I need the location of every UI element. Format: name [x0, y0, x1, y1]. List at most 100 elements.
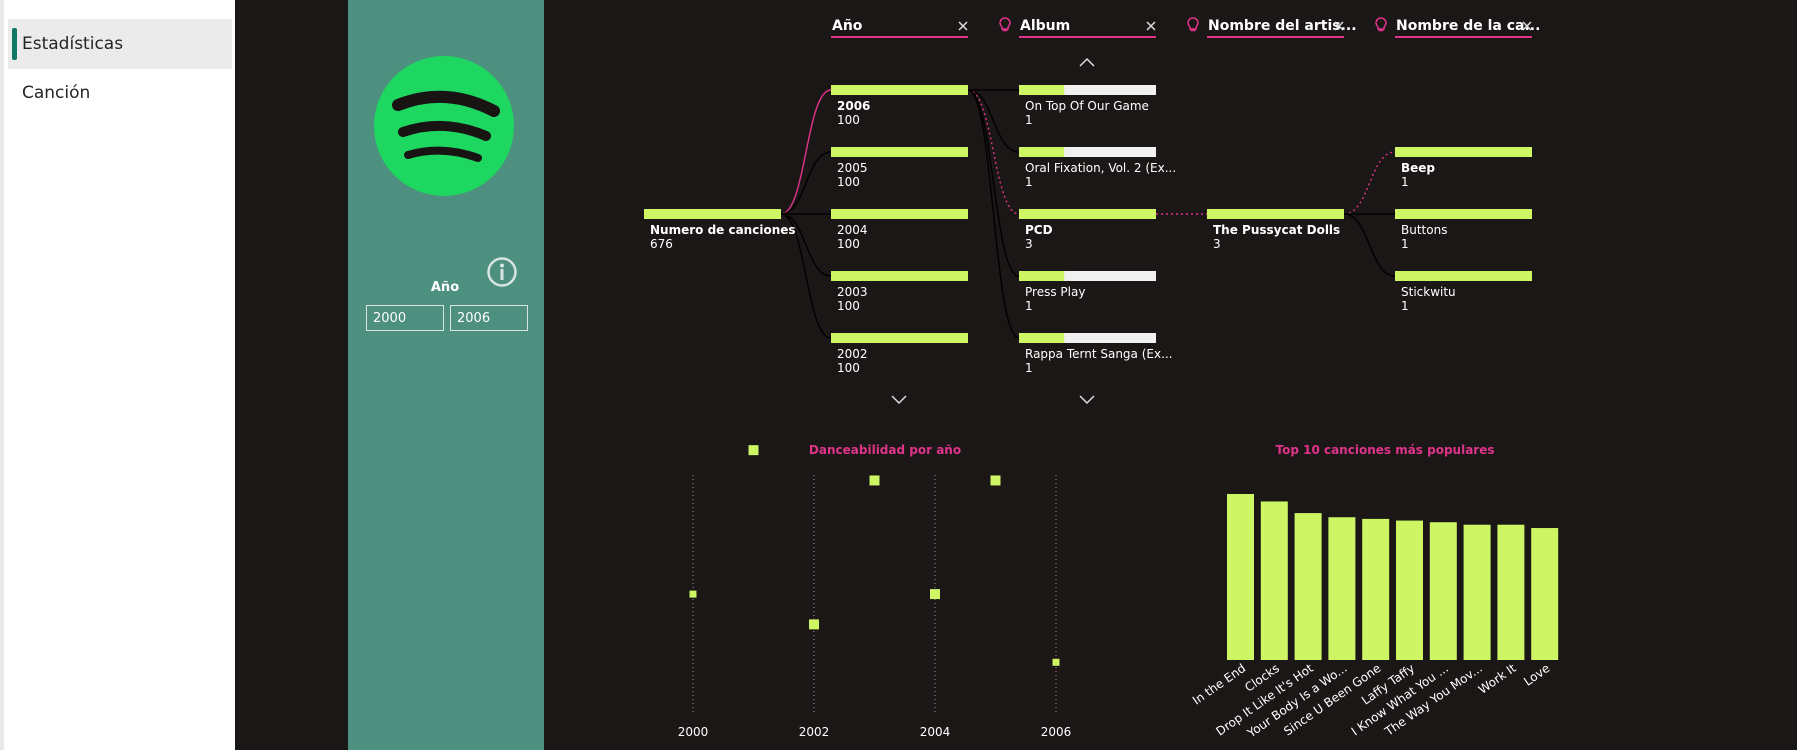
node-bar-fill — [1019, 209, 1156, 219]
spotify-logo — [374, 56, 514, 196]
bar-category-label: Love — [1521, 661, 1552, 689]
tree-header-label: Nombre del artis... — [1208, 18, 1357, 34]
tree-edge — [967, 89, 1020, 339]
tree-node-value: 1 — [1025, 299, 1033, 313]
tree-node-label[interactable]: 2005 — [837, 161, 868, 175]
close-icon[interactable] — [1334, 21, 1344, 31]
tree-edge — [780, 89, 832, 215]
scatter-point[interactable] — [869, 475, 880, 486]
chevron-down-icon[interactable] — [891, 395, 907, 405]
lightbulb-icon — [999, 17, 1011, 32]
close-icon[interactable] — [958, 21, 968, 31]
info-icon[interactable] — [486, 256, 518, 288]
tree-root-node-value: 676 — [650, 237, 673, 251]
tree-edge — [1343, 213, 1396, 277]
node-bar-fill — [831, 85, 968, 95]
nav-item-label: Canción — [22, 83, 91, 103]
tree-node-label[interactable]: Oral Fixation, Vol. 2 (Ex... — [1025, 161, 1176, 175]
node-bar-track — [1019, 333, 1156, 343]
close-icon[interactable] — [1146, 21, 1156, 31]
scatter-chart-title: Danceabilidad por año — [808, 443, 962, 457]
scatter-point[interactable] — [930, 589, 940, 600]
tree-root-node-label[interactable]: Numero de canciones — [650, 223, 796, 237]
nav-item-label: Estadísticas — [22, 34, 124, 54]
tree-node-value: 100 — [837, 175, 860, 189]
node-bar-track — [1019, 85, 1156, 95]
node-bar-fill — [1395, 209, 1532, 219]
node-bar-fill — [1395, 147, 1532, 157]
node-bar-fill — [1019, 147, 1065, 157]
bar[interactable] — [1497, 524, 1525, 660]
tree-node-label[interactable]: Beep — [1401, 161, 1435, 175]
tree-node-label[interactable]: The Pussycat Dolls — [1213, 223, 1340, 237]
bar[interactable] — [1396, 520, 1423, 660]
lightbulb-icon — [1187, 17, 1199, 32]
bar[interactable] — [1429, 522, 1457, 660]
tree-node-value: 1 — [1025, 175, 1033, 189]
tree-node-label[interactable]: Stickwitu — [1401, 285, 1456, 299]
active-page-marker — [12, 28, 17, 60]
filter-panel: Año 2000 2006 — [348, 0, 544, 750]
tree-node-value: 1 — [1401, 237, 1409, 251]
scatter-x-tick-label: 2006 — [1041, 725, 1072, 739]
node-bar-fill — [831, 333, 968, 343]
tree-node-label[interactable]: 2002 — [837, 347, 868, 361]
bar[interactable] — [1463, 524, 1491, 660]
bar[interactable] — [1294, 513, 1322, 660]
tree-node-label[interactable]: Rappa Ternt Sanga (Ex... — [1025, 347, 1173, 361]
bar[interactable] — [1531, 528, 1559, 660]
page-navigation-pane: Estadísticas Canción — [0, 0, 235, 750]
scatter-point[interactable] — [689, 590, 697, 598]
report-canvas: Año 2000 2006 Numero de canciones 676 2006… — [235, 0, 1797, 750]
node-bar-fill — [1207, 209, 1344, 219]
chevron-up-icon[interactable] — [1079, 57, 1095, 67]
scatter-x-tick-label: 2000 — [678, 725, 709, 739]
tree-edge — [780, 213, 832, 277]
tree-node-label[interactable]: Press Play — [1025, 285, 1085, 299]
scatter-point[interactable] — [1052, 658, 1060, 666]
tree-node-label[interactable]: Buttons — [1401, 223, 1447, 237]
tree-node-label[interactable]: 2003 — [837, 285, 868, 299]
close-icon[interactable] — [1522, 21, 1532, 31]
scatter-point[interactable] — [748, 445, 759, 456]
tree-node-value: 100 — [837, 299, 860, 313]
tree-node-value: 3 — [1213, 237, 1221, 251]
node-bar-fill — [831, 209, 968, 219]
tree-node-value: 100 — [837, 361, 860, 375]
bar[interactable] — [1260, 501, 1288, 660]
tree-node-label[interactable]: On Top Of Our Game — [1025, 99, 1149, 113]
decomposition-tree-and-charts: Numero de canciones676200610020051002004… — [644, 17, 1559, 741]
bar[interactable] — [1328, 517, 1356, 660]
scatter-point[interactable] — [809, 619, 819, 630]
bar[interactable] — [1362, 518, 1390, 660]
tree-edge — [1343, 151, 1396, 215]
chevron-down-icon[interactable] — [1079, 395, 1095, 405]
node-bar-fill — [1019, 333, 1065, 343]
tree-node-value: 3 — [1025, 237, 1033, 251]
tree-node-value: 1 — [1401, 175, 1409, 189]
tree-header-label: Album — [1020, 18, 1070, 34]
node-bar-fill — [1019, 271, 1065, 281]
scatter-point[interactable] — [990, 475, 1001, 486]
tree-header-label: Año — [832, 18, 863, 34]
tree-edge — [967, 89, 1020, 153]
tree-node-value: 1 — [1025, 113, 1033, 127]
year-to-input[interactable]: 2006 — [450, 305, 528, 331]
node-bar-fill — [831, 147, 968, 157]
tree-node-label[interactable]: 2006 — [837, 99, 870, 113]
bar[interactable] — [1227, 494, 1254, 660]
node-bar-track — [1019, 147, 1156, 157]
nav-item-cancion[interactable]: Canción — [8, 68, 232, 118]
bar-chart-title: Top 10 canciones más populares — [1275, 443, 1495, 457]
scatter-x-tick-label: 2004 — [920, 725, 951, 739]
tree-node-label[interactable]: PCD — [1025, 223, 1053, 237]
year-filter-label: Año — [430, 280, 460, 295]
node-bar-fill — [1019, 85, 1065, 95]
tree-node-value: 100 — [837, 113, 860, 127]
year-from-input[interactable]: 2000 — [366, 305, 444, 331]
nav-item-estadisticas[interactable]: Estadísticas — [8, 19, 232, 69]
bar-category-label: Work It — [1476, 661, 1519, 697]
bar-category-label: In the End — [1190, 661, 1248, 708]
tree-node-label[interactable]: 2004 — [837, 223, 868, 237]
node-bar-track — [1019, 271, 1156, 281]
